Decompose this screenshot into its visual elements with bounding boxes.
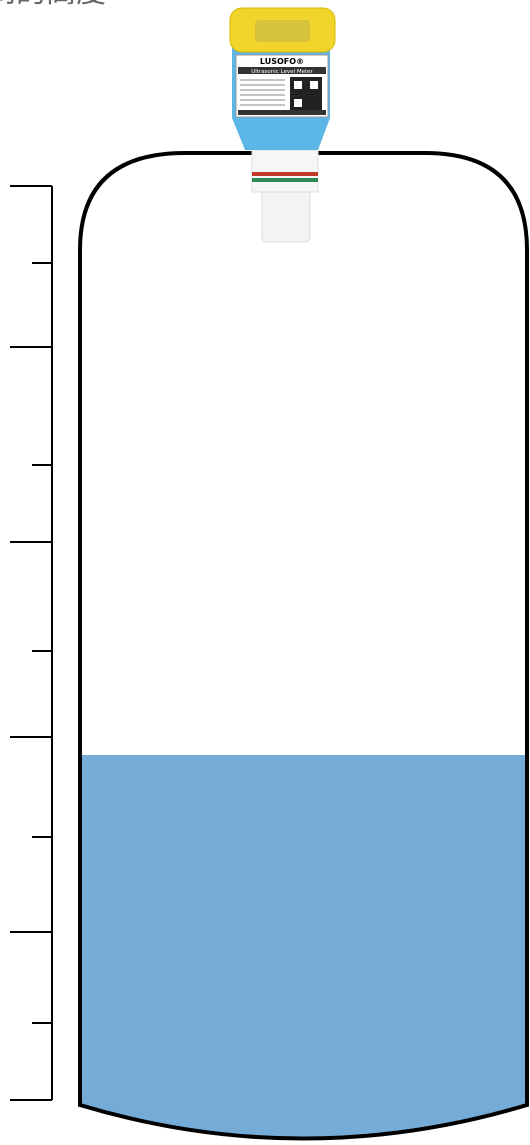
tank: [78, 151, 529, 1141]
label-band: [238, 67, 326, 74]
qr-code: [310, 81, 318, 89]
sensor-brand: LUSOFO®: [260, 57, 304, 66]
label-lines: [240, 79, 285, 106]
ruler: [10, 185, 53, 1101]
qr-code: [294, 99, 302, 107]
sensor-neck: [251, 149, 319, 193]
sensor: LUSOFO® Ultrasonic Level Meter: [229, 7, 336, 243]
sensor-model: Ultrasonic Level Meter: [251, 69, 313, 75]
header-title: 到的高度: [0, 0, 106, 10]
sensor-ring: [252, 172, 318, 176]
liquid: [80, 755, 527, 1139]
sensor-ring: [252, 178, 318, 182]
qr-code: [294, 81, 302, 89]
label-band: [238, 110, 326, 115]
sensor-probe: [261, 187, 311, 243]
sensor-window: [255, 20, 310, 42]
